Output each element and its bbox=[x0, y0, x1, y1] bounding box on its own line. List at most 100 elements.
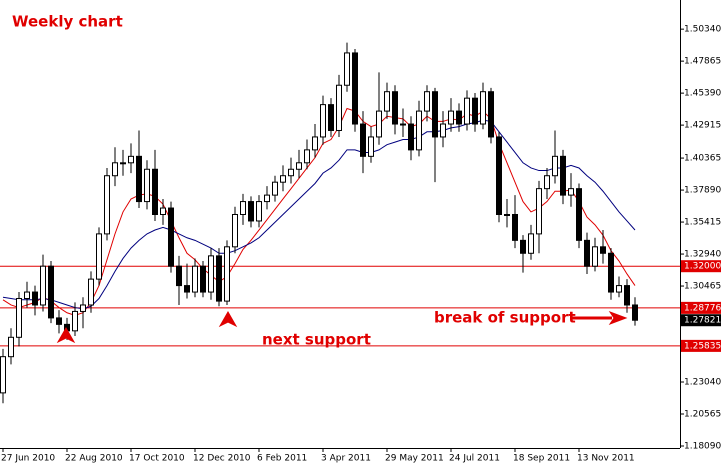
candle-body bbox=[512, 213, 518, 241]
candle-body bbox=[88, 278, 94, 306]
candle-body bbox=[624, 285, 630, 306]
candle-body bbox=[176, 265, 182, 287]
y-tick-label: 1.23040 bbox=[684, 378, 721, 388]
level-box bbox=[681, 301, 721, 314]
annotation: next support bbox=[262, 331, 371, 349]
candle-body bbox=[528, 233, 534, 254]
candle-body bbox=[56, 317, 62, 325]
moving-average bbox=[2, 107, 636, 316]
candle-body bbox=[472, 97, 478, 125]
candle-body bbox=[200, 265, 206, 293]
candle-body bbox=[400, 123, 406, 126]
candle-body bbox=[264, 194, 270, 203]
candle-body bbox=[32, 291, 38, 306]
y-tick-label: 1.50340 bbox=[684, 25, 721, 35]
y-tick-label: 1.45390 bbox=[684, 89, 721, 99]
y-tick-label: 1.47865 bbox=[684, 57, 721, 67]
candle-body bbox=[256, 201, 262, 222]
y-tick-label: 1.30465 bbox=[684, 282, 721, 292]
candle-body bbox=[432, 91, 438, 138]
moving-average bbox=[2, 119, 636, 310]
y-tick-label: 1.20565 bbox=[684, 410, 721, 420]
candle-body bbox=[336, 84, 342, 131]
candle-body bbox=[168, 207, 174, 267]
y-tick-label: 1.32940 bbox=[684, 250, 721, 260]
x-tick-label: 3 Apr 2011 bbox=[321, 454, 371, 464]
candle-body bbox=[600, 246, 606, 254]
candle-body bbox=[192, 265, 198, 293]
level-label: 1.25835 bbox=[684, 341, 721, 351]
candle-body bbox=[352, 52, 358, 125]
x-tick-label: 13 Nov 2011 bbox=[577, 454, 635, 464]
candle-body bbox=[568, 188, 574, 196]
candle-body bbox=[608, 252, 614, 293]
candle-body bbox=[560, 155, 566, 196]
x-tick-label: 12 Dec 2010 bbox=[193, 454, 251, 464]
candle-body bbox=[424, 91, 430, 112]
candle-body bbox=[376, 110, 382, 138]
plot bbox=[0, 42, 680, 404]
candle-body bbox=[280, 175, 286, 183]
candle-body bbox=[408, 123, 414, 151]
candle-body bbox=[480, 91, 486, 125]
candle-body bbox=[120, 162, 126, 165]
x-tick-label: 29 May 2011 bbox=[385, 454, 444, 464]
candle-body bbox=[616, 285, 622, 293]
up-arrow bbox=[218, 310, 238, 328]
candle-body bbox=[552, 155, 558, 177]
candle-body bbox=[112, 162, 118, 177]
candle-body bbox=[392, 91, 398, 125]
candle-body bbox=[304, 149, 310, 164]
candle-body bbox=[272, 181, 278, 196]
candle-body bbox=[448, 110, 454, 125]
candle-body bbox=[152, 168, 158, 215]
candle-body bbox=[592, 246, 598, 267]
arrows bbox=[56, 310, 628, 344]
candle-body bbox=[224, 246, 230, 302]
x-tick-label: 17 Oct 2010 bbox=[129, 454, 185, 464]
level-label: 1.28776 bbox=[684, 303, 721, 313]
candle-body bbox=[24, 291, 30, 300]
x-tick-label: 22 Aug 2010 bbox=[65, 454, 123, 464]
candle-body bbox=[440, 123, 446, 138]
candle-body bbox=[520, 239, 526, 254]
candle-body bbox=[632, 304, 638, 321]
candle-body bbox=[16, 298, 22, 338]
right-arrow-head bbox=[608, 310, 628, 326]
candle-body bbox=[216, 255, 222, 302]
candle-body bbox=[240, 201, 246, 215]
candle-body bbox=[96, 233, 102, 280]
candle-body bbox=[144, 168, 150, 203]
candle-body bbox=[536, 188, 542, 235]
candle-body bbox=[584, 239, 590, 267]
y-tick-label: 1.37890 bbox=[684, 186, 721, 196]
level-box bbox=[681, 260, 721, 273]
candle-body bbox=[8, 336, 14, 358]
candle-body bbox=[136, 155, 142, 203]
chart-title: Weekly chart bbox=[12, 13, 123, 31]
candle-body bbox=[208, 255, 214, 293]
candle-body bbox=[184, 285, 190, 293]
candle-body bbox=[288, 168, 294, 177]
candle-body bbox=[0, 356, 6, 394]
candle-body bbox=[464, 97, 470, 125]
candle-body bbox=[368, 136, 374, 157]
candle-body bbox=[296, 162, 302, 170]
y-tick-label: 1.18090 bbox=[684, 441, 721, 451]
candle-body bbox=[104, 175, 110, 235]
candle-body bbox=[488, 91, 494, 138]
level-box bbox=[681, 314, 721, 327]
candle-body bbox=[40, 265, 46, 306]
candle-body bbox=[544, 175, 550, 190]
candle-body bbox=[312, 136, 318, 151]
up-arrow bbox=[56, 326, 76, 344]
candle-body bbox=[328, 104, 334, 131]
candle-body bbox=[576, 188, 582, 241]
x-tick-label: 18 Sep 2011 bbox=[513, 454, 570, 464]
y-tick-label: 1.35415 bbox=[684, 218, 721, 228]
candle-body bbox=[320, 104, 326, 138]
candle-body bbox=[456, 110, 462, 125]
candle-body bbox=[496, 136, 502, 215]
y-tick-label: 1.40365 bbox=[684, 154, 721, 164]
